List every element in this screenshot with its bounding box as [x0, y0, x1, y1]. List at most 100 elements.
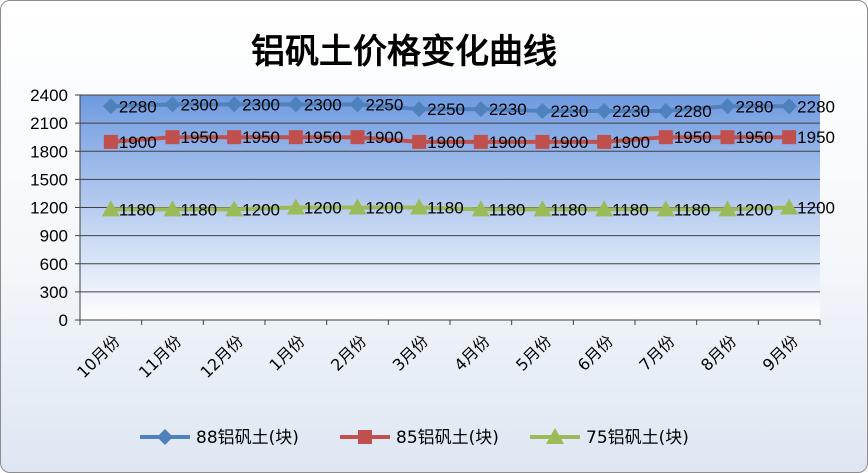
- data-labels: 2280 2300 2300 2300 2250 2250 2230 2230 2230 2280…: [119, 95, 835, 219]
- data-point: [473, 134, 488, 149]
- data-point: [780, 198, 799, 215]
- data-label: 1180: [551, 200, 588, 219]
- x-tick-label: 6月份: [574, 331, 617, 374]
- x-tick-label: 1月份: [265, 331, 308, 374]
- data-label: 1950: [797, 128, 835, 147]
- data-label: 2280: [797, 97, 835, 116]
- y-tick-label: 2100: [30, 114, 68, 133]
- data-point: [165, 130, 180, 145]
- data-label: 1180: [674, 200, 711, 219]
- data-label: 1180: [119, 200, 156, 219]
- data-label: 1180: [427, 199, 464, 218]
- data-label: 1200: [242, 200, 280, 219]
- series-line-0: [110, 102, 790, 113]
- x-tick-label: 8月份: [697, 331, 740, 374]
- legend: 88铝矾土(块) 85铝矾土(块) 75铝矾土(块): [140, 428, 689, 448]
- data-point: [164, 96, 181, 113]
- data-label: 2300: [242, 95, 280, 114]
- legend-marker: [546, 428, 564, 444]
- series-line-1: [110, 135, 790, 144]
- data-label: 1200: [366, 199, 404, 218]
- data-point: [534, 102, 551, 119]
- data-point: [720, 130, 735, 145]
- data-point: [103, 134, 118, 149]
- data-point: [287, 96, 304, 113]
- data-point: [350, 130, 365, 145]
- y-tick-label: 0: [59, 311, 68, 330]
- data-point: [348, 198, 367, 215]
- data-point: [782, 130, 797, 145]
- data-point: [472, 101, 489, 118]
- data-label: 1900: [427, 133, 465, 152]
- chart-title: 铝矾土价格变化曲线: [251, 32, 557, 72]
- x-tick-label: 7月份: [635, 331, 678, 374]
- y-tick-label: 600: [40, 255, 68, 274]
- data-point: [412, 134, 427, 149]
- data-label: 2280: [674, 102, 712, 121]
- data-point: [410, 198, 429, 215]
- data-point: [101, 200, 120, 217]
- x-tick-label: 10月份: [73, 331, 123, 381]
- data-point: [226, 96, 243, 113]
- y-tick-label: 900: [40, 227, 68, 246]
- data-label: 1180: [489, 200, 526, 219]
- y-tick-label: 300: [40, 283, 68, 302]
- x-tick-label: 9月份: [759, 331, 802, 374]
- data-label: 2250: [366, 95, 404, 114]
- data-label: 2280: [736, 97, 774, 116]
- x-tick-label: 11月份: [135, 331, 185, 381]
- data-point: [227, 130, 242, 145]
- x-tick-label: 3月份: [389, 331, 432, 374]
- data-label: 1200: [736, 200, 774, 219]
- data-point: [533, 200, 552, 217]
- data-label: 1900: [551, 133, 589, 152]
- legend-label: 75铝矾土(块): [586, 428, 689, 448]
- gridlines: [80, 94, 820, 321]
- data-label: 2230: [612, 102, 650, 121]
- data-point: [658, 130, 673, 145]
- data-label: 1200: [304, 199, 342, 218]
- data-label: 1900: [366, 128, 404, 147]
- data-point: [719, 98, 736, 115]
- y-tick-label: 1500: [30, 170, 68, 189]
- data-label: 2300: [304, 95, 342, 114]
- data-label: 1180: [612, 200, 649, 219]
- data-point: [288, 130, 303, 145]
- data-point: [781, 98, 798, 115]
- data-label: 1200: [797, 199, 835, 218]
- data-label: 1950: [242, 128, 280, 147]
- data-point: [471, 200, 490, 217]
- x-axis: 10月份 11月份 12月份 1月份 2月份 3月份 4月份 5月份 6月份 7月份 8月份 9月份: [73, 319, 821, 382]
- data-label: 2280: [119, 97, 157, 116]
- x-tick-label: 4月份: [450, 331, 493, 374]
- x-tick-label: 12月份: [197, 331, 247, 381]
- data-label: 2230: [489, 100, 527, 119]
- legend-label: 85铝矾土(块): [396, 428, 499, 448]
- data-label: 2230: [551, 102, 589, 121]
- series-line-2: [110, 205, 790, 212]
- data-point: [535, 134, 550, 149]
- data-label: 1950: [736, 128, 774, 147]
- data-label: 2250: [427, 100, 465, 119]
- data-point: [349, 96, 366, 113]
- y-tick-label: 1800: [30, 142, 68, 161]
- data-label: 1950: [674, 128, 712, 147]
- data-point: [657, 102, 674, 119]
- data-label: 1950: [304, 128, 342, 147]
- legend-marker: [157, 429, 173, 445]
- y-tick-label: 1200: [30, 199, 68, 218]
- x-tick-label: 5月份: [512, 331, 555, 374]
- data-point: [596, 102, 613, 119]
- data-point: [411, 101, 428, 118]
- data-point: [656, 200, 675, 217]
- data-point: [102, 98, 119, 115]
- data-label: 1900: [489, 133, 527, 152]
- legend-marker: [358, 430, 372, 444]
- data-point: [718, 200, 737, 217]
- data-label: 1900: [612, 133, 650, 152]
- data-point: [286, 198, 305, 215]
- data-point: [597, 134, 612, 149]
- data-label: 2300: [181, 95, 219, 114]
- x-tick-label: 2月份: [327, 331, 370, 374]
- data-point: [225, 200, 244, 217]
